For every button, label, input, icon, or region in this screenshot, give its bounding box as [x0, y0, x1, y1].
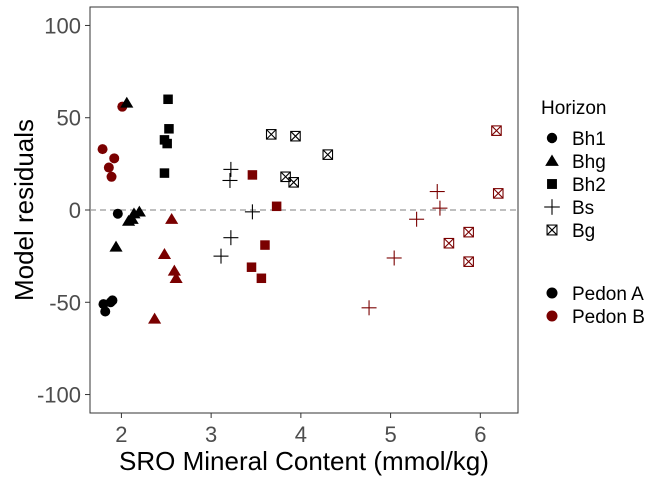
y-tick-label: -50 — [49, 290, 81, 315]
x-axis: 2 3 4 5 6 — [115, 413, 486, 447]
data-point-bs — [361, 300, 377, 316]
data-point-bg — [265, 129, 277, 140]
legend-label-pedon-2: Pedon B — [572, 307, 645, 328]
data-point-bh2 — [164, 124, 174, 134]
legend-horizon-title: Horizon — [541, 98, 606, 119]
data-point-bg — [463, 256, 474, 267]
data-point-bhg — [109, 240, 123, 252]
data-point-bg — [463, 226, 474, 238]
data-point-bs — [222, 172, 238, 188]
data-point-bs — [213, 248, 229, 264]
x-tick-label: 6 — [474, 422, 486, 447]
data-point-bg — [443, 237, 455, 249]
data-point-bh2 — [246, 262, 257, 272]
x-axis-title: SRO Mineral Content (mmol/kg) — [119, 446, 489, 476]
legend-symbol-bh1 — [546, 132, 558, 144]
data-point-bhg — [125, 212, 139, 224]
x-tick-label: 4 — [295, 422, 307, 447]
data-point-bhg — [120, 96, 134, 108]
y-tick-label: 50 — [57, 106, 81, 131]
data-point-bs — [386, 250, 402, 266]
y-tick-label: -100 — [37, 383, 81, 408]
data-point-bh1 — [107, 295, 118, 306]
legend-symbol-bhg — [545, 154, 559, 166]
data-point-bs — [409, 211, 425, 227]
data-point-bh2 — [260, 240, 270, 250]
data-point-bs — [244, 204, 260, 220]
y-axis: -100 -50 0 50 100 — [37, 13, 90, 408]
data-point-bh1 — [106, 171, 117, 182]
legend-label-bg: Bg — [572, 221, 595, 242]
data-point-bh2 — [159, 168, 170, 178]
y-tick-label: 0 — [69, 198, 81, 223]
data-point-bh2 — [163, 94, 173, 105]
legend-label-bh1: Bh1 — [572, 129, 606, 150]
data-point-bs — [223, 161, 239, 177]
data-point-bg — [290, 130, 301, 142]
data-point-bh2 — [256, 273, 267, 284]
legend-symbol-bg — [546, 224, 558, 236]
legend-symbol-bs — [544, 199, 560, 215]
data-point-bg — [322, 149, 334, 160]
data-point-bh2 — [271, 201, 282, 212]
data-point-bs — [432, 200, 448, 216]
data-point-bh1 — [97, 144, 108, 155]
data-point-bh1 — [112, 208, 123, 219]
legend-symbol-pedon-1 — [546, 287, 558, 299]
legend-label-bs: Bs — [572, 198, 594, 219]
y-axis-title: Model residuals — [9, 119, 39, 301]
data-point-bhg — [132, 205, 146, 217]
data-point-bg — [288, 177, 299, 188]
data-point-bg — [491, 125, 502, 136]
legend-label-bh2: Bh2 — [572, 175, 606, 196]
x-tick-label: 3 — [205, 422, 217, 447]
data-point-bg — [492, 188, 504, 199]
data-point-bhg — [148, 312, 162, 324]
legend-label-bhg: Bhg — [572, 152, 606, 173]
data-point-bh2 — [247, 170, 258, 180]
data-point-bhg — [167, 264, 181, 276]
x-tick-label: 5 — [384, 422, 396, 447]
data-point-bh1 — [100, 306, 111, 317]
data-point-bh1 — [109, 153, 120, 164]
legend-symbol-pedon-2 — [546, 310, 558, 322]
data-points — [97, 94, 504, 324]
data-point-bh1 — [103, 162, 114, 173]
data-point-bhg — [157, 248, 172, 259]
x-tick-label: 2 — [115, 422, 127, 447]
data-point-bhg — [165, 212, 179, 224]
data-point-bs — [429, 184, 445, 200]
y-tick-label: 100 — [44, 13, 81, 38]
data-point-bs — [223, 230, 239, 246]
data-point-bhg — [169, 272, 183, 283]
legend-label-pedon-1: Pedon A — [572, 284, 644, 305]
data-point-bh2 — [162, 138, 172, 149]
legend-symbol-bh2 — [547, 179, 557, 189]
